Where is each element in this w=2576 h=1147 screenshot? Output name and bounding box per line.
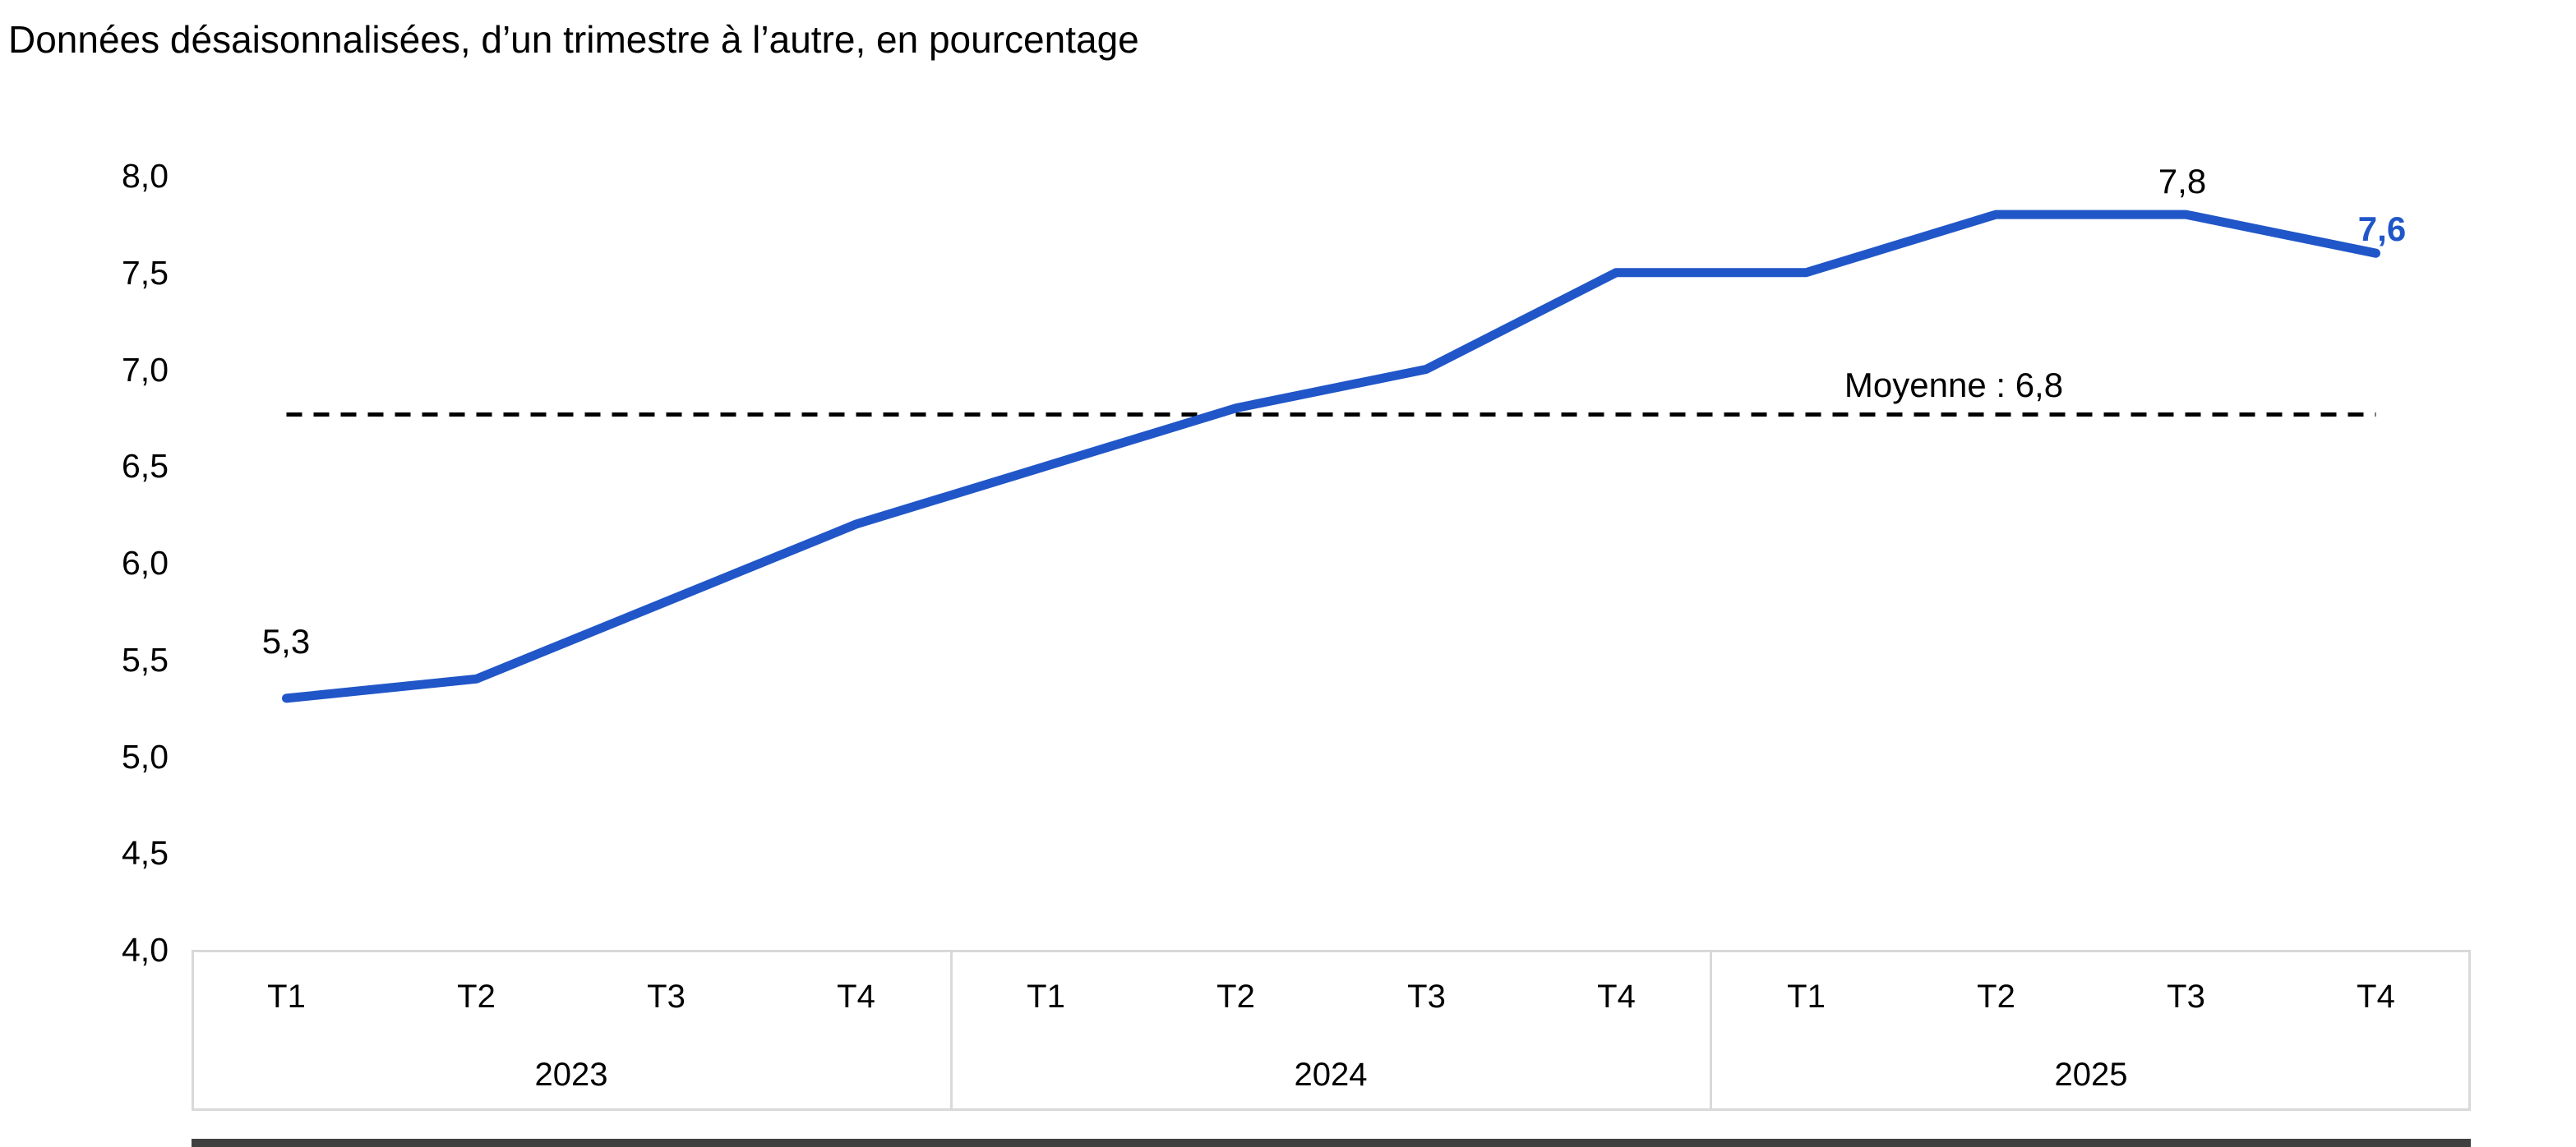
x-tick-quarter: T4: [2357, 979, 2395, 1015]
chart-title: Données désaisonnalisées, d’un trimestre…: [8, 18, 1139, 61]
year-divider: [1710, 950, 1712, 1111]
x-tick-quarter: T4: [837, 979, 875, 1015]
data-label-last: 7,6: [2357, 210, 2407, 248]
y-tick-label: 7,5: [122, 254, 169, 292]
x-tick-quarter: T3: [647, 979, 686, 1015]
x-tick-quarter: T1: [1787, 979, 1826, 1015]
bottom-divider-partial: [192, 1139, 2471, 1147]
x-axis-box: [192, 950, 2471, 1111]
x-tick-quarter: T1: [267, 979, 306, 1015]
x-tick-quarter: T3: [2167, 979, 2205, 1015]
x-tick-quarter: T2: [1216, 979, 1255, 1015]
x-tick-quarter: T1: [1027, 979, 1065, 1015]
y-tick-label: 7,0: [122, 351, 169, 389]
x-tick-quarter: T4: [1597, 979, 1636, 1015]
x-tick-quarter: T2: [1977, 979, 2015, 1015]
y-tick-label: 6,5: [122, 447, 169, 485]
y-tick-label: 4,0: [122, 931, 169, 969]
data-label-first: 5,3: [261, 622, 311, 661]
x-tick-year: 2023: [534, 1057, 608, 1093]
x-tick-quarter: T2: [457, 979, 496, 1015]
y-tick-label: 4,5: [122, 834, 169, 872]
y-tick-label: 5,5: [122, 641, 169, 679]
y-tick-label: 8,0: [122, 157, 169, 195]
x-tick-quarter: T3: [1407, 979, 1446, 1015]
y-tick-label: 6,0: [122, 544, 169, 582]
series-line: [282, 210, 2380, 703]
year-divider: [950, 950, 953, 1111]
data-label-peak: 7,8: [2158, 162, 2207, 200]
x-tick-year: 2025: [2054, 1057, 2128, 1093]
y-tick-label: 5,0: [122, 738, 169, 776]
mean-label: Moyenne : 6,8: [1844, 366, 2064, 404]
x-tick-year: 2024: [1294, 1057, 1368, 1093]
